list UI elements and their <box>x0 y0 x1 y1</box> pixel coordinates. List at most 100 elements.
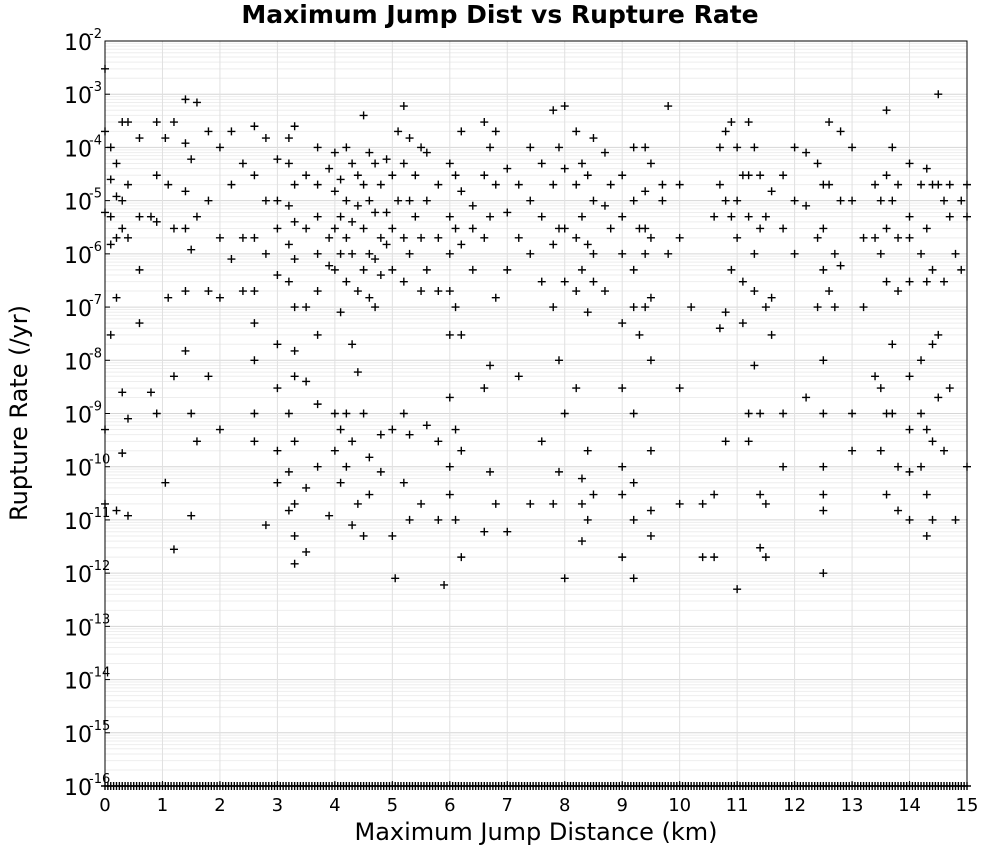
y-tick-label-base: 10 <box>64 723 92 748</box>
data-point <box>922 425 931 434</box>
data-point <box>750 143 759 152</box>
data-point <box>733 196 742 205</box>
data-point <box>629 196 638 205</box>
data-point <box>250 233 259 242</box>
data-point <box>313 143 322 152</box>
data-point <box>635 330 644 339</box>
data-point <box>273 384 282 393</box>
data-point <box>106 175 115 184</box>
data-point <box>940 277 949 286</box>
data-point <box>445 462 454 471</box>
data-point <box>480 233 489 242</box>
data-point <box>187 155 196 164</box>
data-point <box>123 118 132 127</box>
data-point <box>646 506 655 515</box>
data-point <box>761 553 770 562</box>
data-point <box>123 414 132 423</box>
data-point <box>336 175 345 184</box>
data-point <box>934 330 943 339</box>
data-point <box>905 233 914 242</box>
data-point <box>445 393 454 402</box>
y-tick-label-base: 10 <box>64 670 92 695</box>
data-point <box>779 171 788 180</box>
data-point <box>250 356 259 365</box>
x-tick-label: 4 <box>329 795 340 816</box>
data-point <box>629 303 638 312</box>
data-point <box>894 462 903 471</box>
y-tick-label-exponent: -13 <box>89 612 110 627</box>
data-point <box>577 499 586 508</box>
data-point <box>399 277 408 286</box>
data-point <box>761 499 770 508</box>
y-tick-label-base: 10 <box>64 137 92 162</box>
data-point <box>813 159 822 168</box>
data-point <box>227 255 236 264</box>
data-point <box>744 437 753 446</box>
data-point <box>928 340 937 349</box>
data-point <box>399 233 408 242</box>
data-point <box>922 224 931 233</box>
data-point <box>549 106 558 115</box>
x-tick-label: 1 <box>157 795 168 816</box>
data-point <box>934 180 943 189</box>
data-point <box>871 372 880 381</box>
data-point <box>905 159 914 168</box>
data-point <box>365 148 374 157</box>
data-point <box>135 134 144 143</box>
data-point <box>118 388 127 397</box>
data-point <box>756 543 765 552</box>
y-tick-label-exponent: -12 <box>89 559 110 574</box>
data-point <box>411 171 420 180</box>
data-point <box>313 400 322 409</box>
data-point <box>325 233 334 242</box>
data-point <box>560 102 569 111</box>
data-point <box>715 143 724 152</box>
data-point <box>330 265 339 274</box>
data-point <box>152 409 161 418</box>
data-point <box>675 384 684 393</box>
data-point <box>152 118 161 127</box>
data-point <box>353 287 362 296</box>
data-point <box>451 171 460 180</box>
data-point <box>738 277 747 286</box>
data-point <box>830 303 839 312</box>
x-tick-label: 14 <box>898 795 921 816</box>
data-point <box>405 134 414 143</box>
data-point <box>618 171 627 180</box>
data-point <box>118 224 127 233</box>
data-point <box>727 265 736 274</box>
data-point <box>290 346 299 355</box>
data-point <box>313 249 322 258</box>
data-point <box>819 569 828 578</box>
data-point <box>646 356 655 365</box>
y-tick-label-exponent: -14 <box>89 666 110 681</box>
data-point <box>371 303 380 312</box>
data-point <box>537 277 546 286</box>
data-point <box>290 437 299 446</box>
data-point <box>503 208 512 217</box>
data-point <box>290 255 299 264</box>
data-point <box>365 453 374 462</box>
y-tick-label-exponent: -7 <box>89 293 102 308</box>
data-point <box>790 249 799 258</box>
data-point <box>761 303 770 312</box>
data-point <box>382 155 391 164</box>
data-point <box>273 224 282 233</box>
data-point <box>888 196 897 205</box>
data-point <box>250 287 259 296</box>
data-point <box>876 384 885 393</box>
data-point <box>457 127 466 136</box>
data-point <box>876 249 885 258</box>
data-point <box>342 143 351 152</box>
data-point <box>451 515 460 524</box>
data-point <box>830 249 839 258</box>
data-point <box>405 249 414 258</box>
data-point <box>848 196 857 205</box>
data-point <box>273 196 282 205</box>
data-point <box>583 308 592 317</box>
data-point <box>756 224 765 233</box>
data-point <box>181 139 190 148</box>
data-point <box>284 240 293 249</box>
x-tick-label: 8 <box>559 795 570 816</box>
data-point <box>273 446 282 455</box>
